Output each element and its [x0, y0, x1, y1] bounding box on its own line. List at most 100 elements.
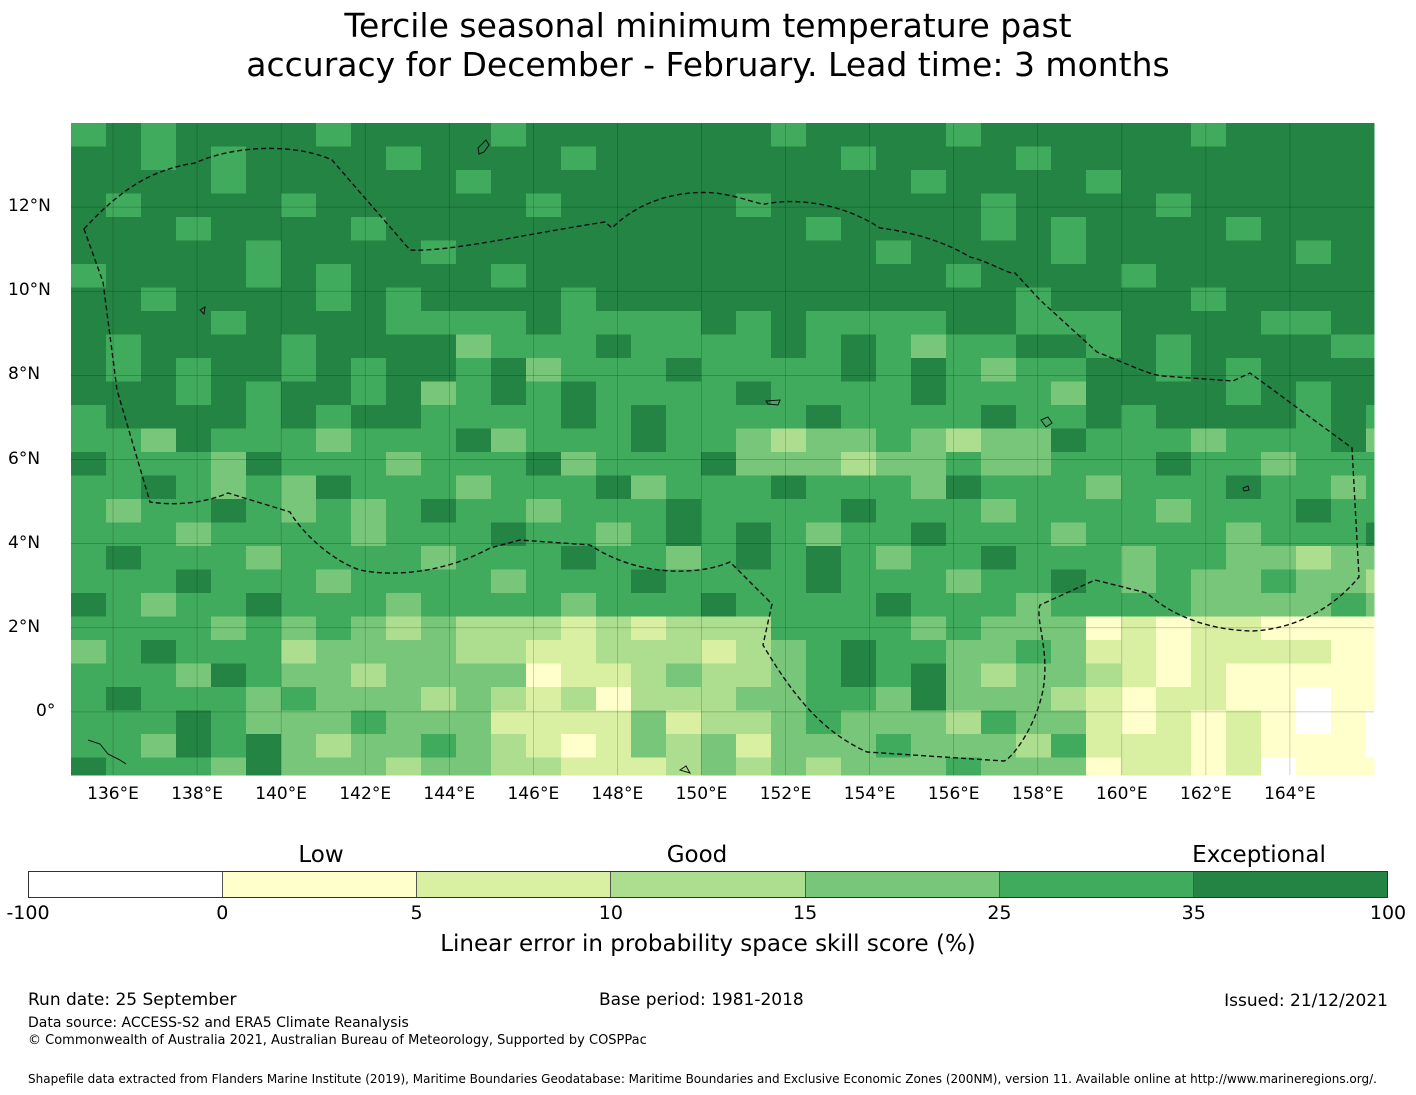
skill-cell: [911, 123, 947, 147]
skill-cell: [1261, 475, 1297, 500]
skill-cell: [456, 358, 492, 382]
skill-cell: [631, 710, 667, 735]
skill-cell: [421, 452, 457, 476]
skill-cell: [316, 358, 352, 382]
skill-cell: [456, 170, 492, 194]
skill-cell: [701, 358, 737, 382]
skill-cell: [981, 569, 1017, 594]
skill-cell: [1226, 170, 1262, 194]
skill-cell: [1296, 475, 1332, 500]
skill-cell: [526, 405, 562, 429]
skill-cell: [561, 522, 597, 547]
skill-cell: [806, 452, 842, 476]
skill-cell: [421, 311, 457, 335]
skill-cell: [1121, 475, 1157, 500]
skill-cell: [666, 499, 702, 523]
skill-cell: [1331, 687, 1367, 711]
skill-cell: [1051, 522, 1087, 547]
skill-cell: [526, 569, 562, 594]
skill-cell: [1121, 546, 1157, 570]
skill-cell: [911, 381, 947, 406]
longitude-label: 160°E: [1095, 784, 1148, 804]
skill-cell: [876, 757, 912, 776]
skill-cell: [1086, 264, 1122, 288]
skill-cell: [526, 734, 562, 758]
skill-cell: [561, 546, 597, 570]
skill-cell: [876, 522, 912, 547]
skill-cell: [1121, 428, 1157, 453]
longitude-label: 162°E: [1180, 784, 1232, 804]
skill-cell: [246, 710, 282, 735]
skill-cell: [141, 170, 177, 194]
skill-cell: [631, 475, 667, 500]
skill-cell: [666, 428, 702, 453]
skill-cell: [1366, 146, 1375, 171]
skill-cell: [841, 358, 877, 382]
skill-cell: [666, 264, 702, 288]
skill-cell: [421, 499, 457, 523]
skill-cell: [1191, 240, 1227, 265]
skill-cell: [736, 757, 772, 776]
skill-cell: [876, 264, 912, 288]
skill-cell: [456, 428, 492, 453]
colorbar-segment: [1193, 872, 1387, 897]
skill-cell: [736, 499, 772, 523]
skill-cell: [876, 569, 912, 594]
skill-cell: [911, 499, 947, 523]
skill-cell: [1086, 217, 1122, 241]
skill-cell: [351, 757, 387, 776]
skill-cell: [1296, 687, 1332, 711]
skill-cell: [841, 217, 877, 241]
skill-cell: [946, 123, 982, 147]
skill-cell: [1156, 640, 1192, 664]
skill-cell: [1191, 452, 1227, 476]
skill-cell: [876, 475, 912, 500]
skill-cell: [316, 640, 352, 664]
data-source: Data source: ACCESS-S2 and ERA5 Climate …: [28, 1015, 409, 1031]
skill-cell: [1296, 334, 1332, 359]
skill-cell: [1261, 264, 1297, 288]
skill-cell: [911, 687, 947, 711]
skill-cell: [1086, 734, 1122, 758]
skill-cell: [1016, 616, 1052, 641]
skill-cell: [456, 287, 492, 312]
skill-cell: [666, 475, 702, 500]
skill-cell: [141, 381, 177, 406]
skill-cell: [1086, 452, 1122, 476]
skill-cell: [176, 264, 212, 288]
skill-cell: [1086, 522, 1122, 547]
skill-cell: [1121, 499, 1157, 523]
skill-cell: [1191, 311, 1227, 335]
skill-cell: [631, 334, 667, 359]
skill-cell: [596, 687, 632, 711]
skill-cell: [316, 616, 352, 641]
skill-cell: [456, 710, 492, 735]
skill-cell: [1331, 734, 1367, 758]
skill-cell: [71, 499, 107, 523]
skill-cell: [106, 405, 142, 429]
skill-cell: [736, 146, 772, 171]
skill-cell: [631, 405, 667, 429]
skill-cell: [666, 287, 702, 312]
skill-cell: [561, 687, 597, 711]
skill-cell: [946, 710, 982, 735]
skill-cell: [771, 217, 807, 241]
skill-cell: [561, 757, 597, 776]
skill-cell: [876, 593, 912, 617]
skill-cell: [806, 475, 842, 500]
skill-cell: [526, 334, 562, 359]
skill-cell: [421, 264, 457, 288]
skill-cell: [666, 663, 702, 688]
skill-cell: [736, 264, 772, 288]
skill-cell: [771, 616, 807, 641]
skill-cell: [946, 757, 982, 776]
skill-cell: [701, 734, 737, 758]
skill-cell: [421, 663, 457, 688]
skill-cell: [1051, 546, 1087, 570]
skill-cell: [981, 381, 1017, 406]
skill-cell: [1121, 381, 1157, 406]
skill-cell: [701, 522, 737, 547]
skill-cell: [106, 734, 142, 758]
skill-cell: [211, 405, 247, 429]
skill-cell: [351, 240, 387, 265]
